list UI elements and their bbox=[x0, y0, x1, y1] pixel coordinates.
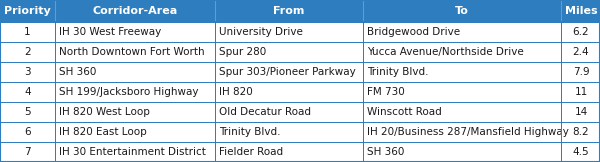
Text: IH 820 East Loop: IH 820 East Loop bbox=[59, 127, 147, 137]
Text: University Drive: University Drive bbox=[219, 27, 303, 37]
Bar bbox=[561, 0, 600, 22]
Text: Spur 280: Spur 280 bbox=[219, 47, 266, 57]
Bar bbox=[561, 142, 600, 162]
Bar bbox=[215, 62, 363, 82]
Text: IH 820: IH 820 bbox=[219, 87, 253, 97]
Bar bbox=[55, 82, 215, 102]
Text: FM 730: FM 730 bbox=[367, 87, 405, 97]
Bar bbox=[55, 62, 215, 82]
Bar bbox=[561, 102, 600, 122]
Text: 11: 11 bbox=[574, 87, 587, 97]
Text: SH 360: SH 360 bbox=[59, 67, 97, 77]
Text: Trinity Blvd.: Trinity Blvd. bbox=[219, 127, 281, 137]
Bar bbox=[55, 142, 215, 162]
Text: 1: 1 bbox=[24, 27, 31, 37]
Text: From: From bbox=[274, 6, 305, 16]
Text: Corridor-Area: Corridor-Area bbox=[92, 6, 178, 16]
Bar bbox=[55, 102, 215, 122]
Bar bbox=[363, 102, 561, 122]
Text: Bridgewood Drive: Bridgewood Drive bbox=[367, 27, 460, 37]
Text: IH 20/Business 287/Mansfield Highway: IH 20/Business 287/Mansfield Highway bbox=[367, 127, 569, 137]
Text: 7.9: 7.9 bbox=[572, 67, 589, 77]
Bar bbox=[363, 82, 561, 102]
Bar bbox=[55, 122, 215, 142]
Text: Fielder Road: Fielder Road bbox=[219, 147, 283, 157]
Bar bbox=[55, 0, 215, 22]
Text: Priority: Priority bbox=[4, 6, 51, 16]
Bar bbox=[215, 22, 363, 42]
Bar bbox=[0, 42, 55, 62]
Text: 7: 7 bbox=[24, 147, 31, 157]
Bar bbox=[215, 82, 363, 102]
Bar bbox=[0, 142, 55, 162]
Bar bbox=[561, 122, 600, 142]
Text: North Downtown Fort Worth: North Downtown Fort Worth bbox=[59, 47, 205, 57]
Text: SH 199/Jacksboro Highway: SH 199/Jacksboro Highway bbox=[59, 87, 199, 97]
Text: IH 820 West Loop: IH 820 West Loop bbox=[59, 107, 150, 117]
Text: Winscott Road: Winscott Road bbox=[367, 107, 442, 117]
Text: SH 360: SH 360 bbox=[367, 147, 404, 157]
Bar bbox=[55, 22, 215, 42]
Text: 6: 6 bbox=[24, 127, 31, 137]
Text: To: To bbox=[455, 6, 469, 16]
Bar bbox=[0, 22, 55, 42]
Text: IH 30 West Freeway: IH 30 West Freeway bbox=[59, 27, 161, 37]
Bar bbox=[0, 122, 55, 142]
Bar bbox=[363, 122, 561, 142]
Text: 4.5: 4.5 bbox=[572, 147, 589, 157]
Bar bbox=[215, 142, 363, 162]
Bar bbox=[55, 42, 215, 62]
Text: IH 30 Entertainment District: IH 30 Entertainment District bbox=[59, 147, 206, 157]
Bar bbox=[363, 0, 561, 22]
Bar bbox=[363, 62, 561, 82]
Bar bbox=[215, 122, 363, 142]
Text: 6.2: 6.2 bbox=[572, 27, 589, 37]
Bar bbox=[215, 0, 363, 22]
Bar bbox=[0, 102, 55, 122]
Text: Spur 303/Pioneer Parkway: Spur 303/Pioneer Parkway bbox=[219, 67, 356, 77]
Text: Trinity Blvd.: Trinity Blvd. bbox=[367, 67, 428, 77]
Bar bbox=[561, 82, 600, 102]
Text: 4: 4 bbox=[24, 87, 31, 97]
Bar bbox=[561, 22, 600, 42]
Text: Miles: Miles bbox=[565, 6, 598, 16]
Bar bbox=[0, 82, 55, 102]
Text: Old Decatur Road: Old Decatur Road bbox=[219, 107, 311, 117]
Bar bbox=[363, 42, 561, 62]
Bar bbox=[561, 42, 600, 62]
Text: 2.4: 2.4 bbox=[572, 47, 589, 57]
Text: 8.2: 8.2 bbox=[572, 127, 589, 137]
Text: 14: 14 bbox=[574, 107, 587, 117]
Bar bbox=[363, 22, 561, 42]
Bar bbox=[0, 0, 55, 22]
Bar bbox=[561, 62, 600, 82]
Bar bbox=[0, 62, 55, 82]
Bar bbox=[363, 142, 561, 162]
Text: Yucca Avenue/Northside Drive: Yucca Avenue/Northside Drive bbox=[367, 47, 524, 57]
Text: 3: 3 bbox=[24, 67, 31, 77]
Bar bbox=[215, 102, 363, 122]
Bar bbox=[215, 42, 363, 62]
Text: 5: 5 bbox=[24, 107, 31, 117]
Text: 2: 2 bbox=[24, 47, 31, 57]
